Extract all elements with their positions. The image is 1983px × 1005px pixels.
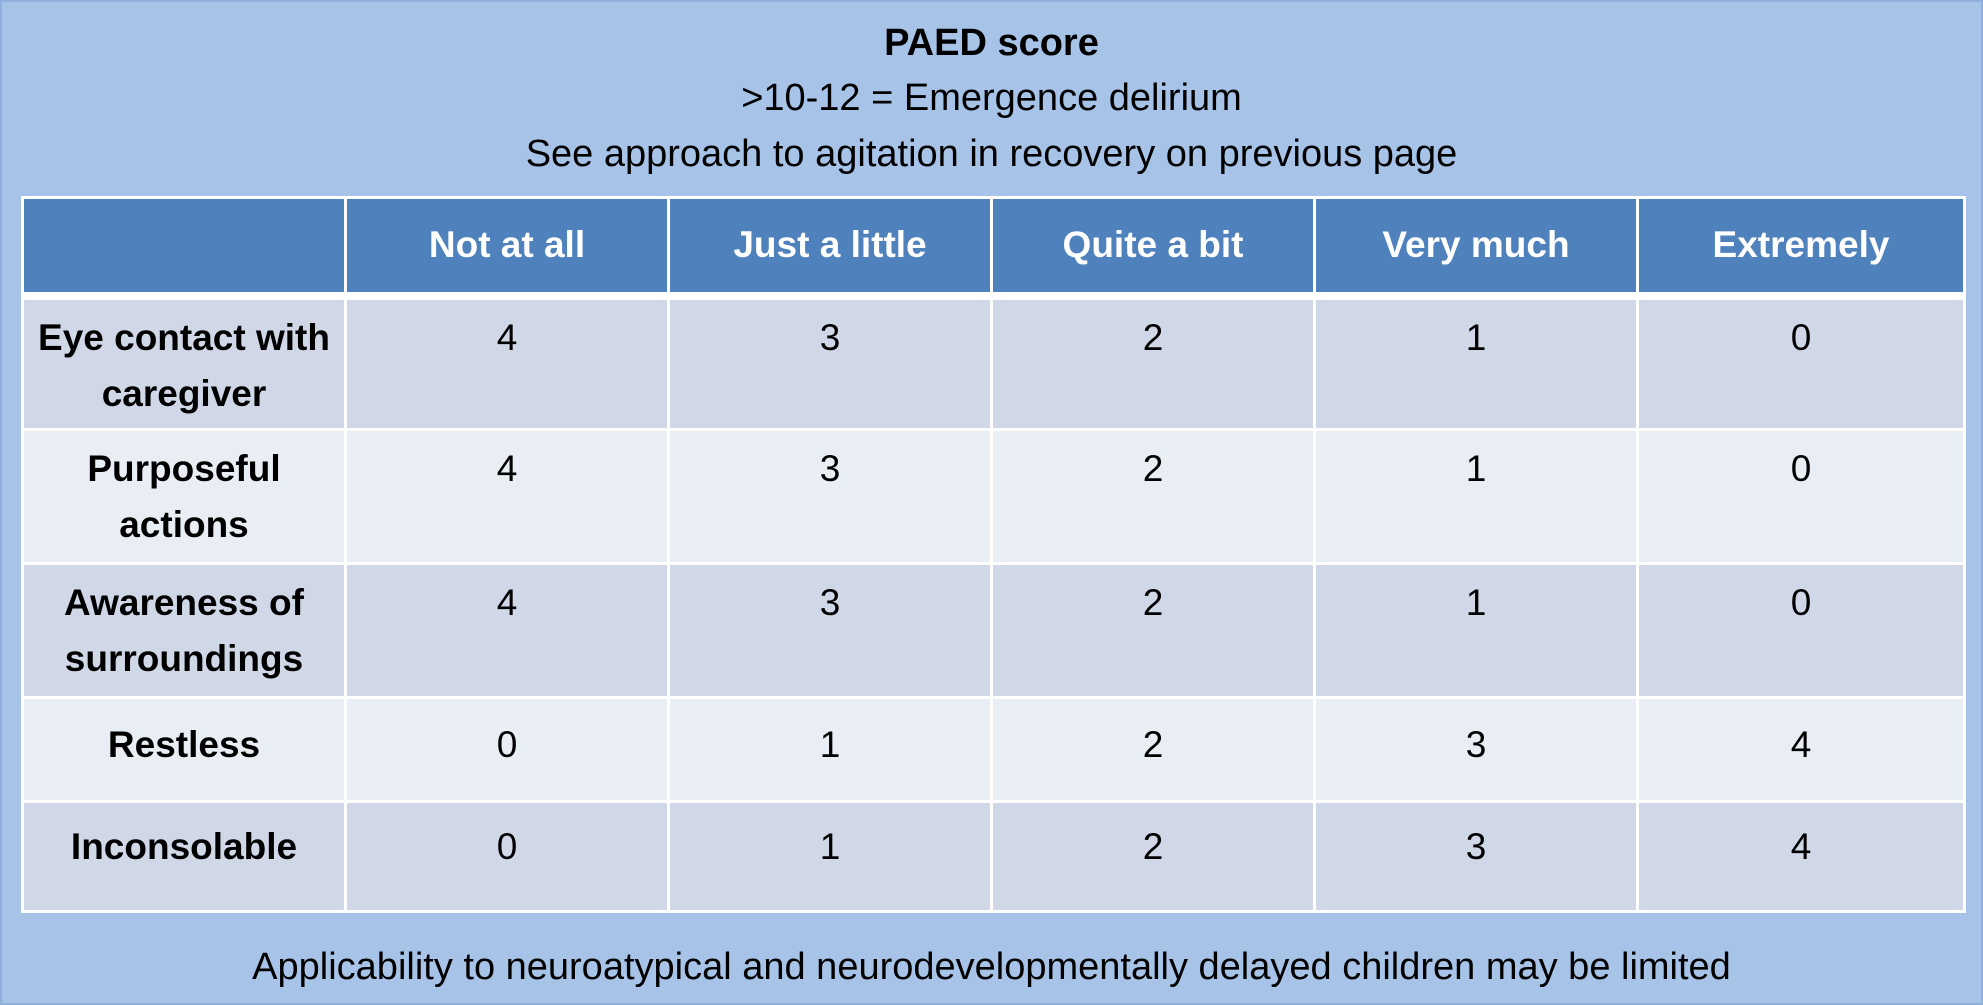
table-cell: 0 [1636,562,1966,699]
table-cell: 3 [667,294,993,431]
column-header-very-much: Very much [1313,196,1639,300]
table-row: Awareness of surroundings 4 3 2 1 0 [21,562,1966,699]
footer-note: Applicability to neuroatypical and neuro… [252,946,1731,988]
table-row: Inconsolable 0 1 2 3 4 [21,800,1966,913]
table-header-row: Not at all Just a little Quite a bit Ver… [21,196,1966,300]
column-header-just-a-little: Just a little [667,196,993,300]
table-cell: 0 [344,800,670,913]
table-cell: 2 [990,696,1316,803]
table-cell: 1 [1313,428,1639,565]
table-cell: 4 [344,562,670,699]
row-label: Eye contact with caregiver [21,294,347,431]
row-label: Inconsolable [21,800,347,913]
column-header-empty [21,196,347,300]
table-cell: 4 [1636,800,1966,913]
table-cell: 1 [667,800,993,913]
column-header-extremely: Extremely [1636,196,1966,300]
subtitle-threshold: >10-12 = Emergence delirium [741,77,1242,119]
table-cell: 0 [1636,428,1966,565]
table-cell: 4 [344,428,670,565]
table-cell: 1 [1313,562,1639,699]
table-cell: 3 [667,428,993,565]
row-label: Awareness of surroundings [21,562,347,699]
table-cell: 2 [990,800,1316,913]
table-cell: 2 [990,428,1316,565]
page-title: PAED score [884,22,1099,64]
table-cell: 4 [1636,696,1966,803]
table-cell: 3 [1313,696,1639,803]
table-cell: 1 [1313,294,1639,431]
table-cell: 1 [667,696,993,803]
table-cell: 3 [667,562,993,699]
column-header-quite-a-bit: Quite a bit [990,196,1316,300]
table-cell: 0 [344,696,670,803]
table-cell: 2 [990,562,1316,699]
table-row: Restless 0 1 2 3 4 [21,696,1966,803]
table-cell: 2 [990,294,1316,431]
table-row: Eye contact with caregiver 4 3 2 1 0 [21,294,1966,431]
row-label: Purposeful actions [21,428,347,565]
subtitle-reference: See approach to agitation in recovery on… [525,133,1458,175]
paed-score-table: Not at all Just a little Quite a bit Ver… [21,196,1966,913]
table-cell: 0 [1636,294,1966,431]
table-cell: 3 [1313,800,1639,913]
row-label: Restless [21,696,347,803]
column-header-not-at-all: Not at all [344,196,670,300]
table-cell: 4 [344,294,670,431]
table-row: Purposeful actions 4 3 2 1 0 [21,428,1966,565]
